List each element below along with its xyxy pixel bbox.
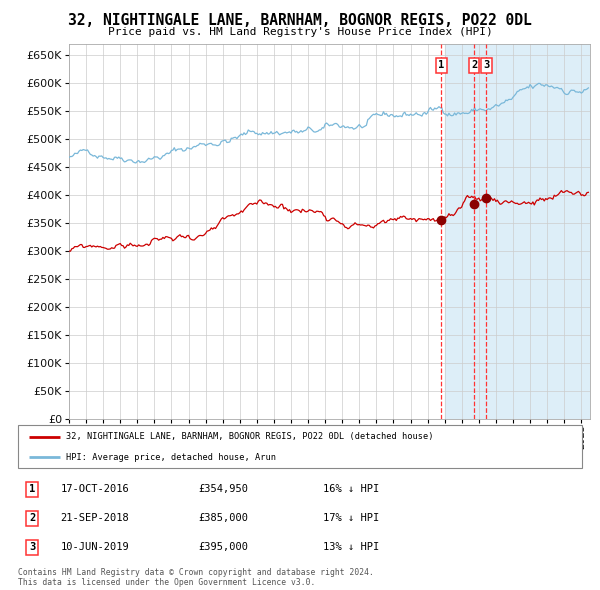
Text: This data is licensed under the Open Government Licence v3.0.: This data is licensed under the Open Gov… <box>18 578 316 587</box>
Text: 17% ↓ HPI: 17% ↓ HPI <box>323 513 379 523</box>
Text: 1: 1 <box>438 61 444 70</box>
Text: 13% ↓ HPI: 13% ↓ HPI <box>323 542 379 552</box>
Text: 32, NIGHTINGALE LANE, BARNHAM, BOGNOR REGIS, PO22 0DL (detached house): 32, NIGHTINGALE LANE, BARNHAM, BOGNOR RE… <box>66 432 433 441</box>
Text: 3: 3 <box>29 542 35 552</box>
Text: 2: 2 <box>29 513 35 523</box>
Text: £395,000: £395,000 <box>199 542 248 552</box>
Text: Contains HM Land Registry data © Crown copyright and database right 2024.: Contains HM Land Registry data © Crown c… <box>18 568 374 576</box>
Bar <box>445 44 600 419</box>
Text: HPI: Average price, detached house, Arun: HPI: Average price, detached house, Arun <box>66 453 276 462</box>
Text: £385,000: £385,000 <box>199 513 248 523</box>
Text: 10-JUN-2019: 10-JUN-2019 <box>60 542 129 552</box>
Text: 2: 2 <box>471 61 477 70</box>
Text: 16% ↓ HPI: 16% ↓ HPI <box>323 484 379 494</box>
Text: £354,950: £354,950 <box>199 484 248 494</box>
Text: Price paid vs. HM Land Registry's House Price Index (HPI): Price paid vs. HM Land Registry's House … <box>107 27 493 37</box>
Text: 1: 1 <box>29 484 35 494</box>
Text: 32, NIGHTINGALE LANE, BARNHAM, BOGNOR REGIS, PO22 0DL: 32, NIGHTINGALE LANE, BARNHAM, BOGNOR RE… <box>68 13 532 28</box>
Text: 3: 3 <box>483 61 490 70</box>
Text: 17-OCT-2016: 17-OCT-2016 <box>60 484 129 494</box>
Text: 21-SEP-2018: 21-SEP-2018 <box>60 513 129 523</box>
